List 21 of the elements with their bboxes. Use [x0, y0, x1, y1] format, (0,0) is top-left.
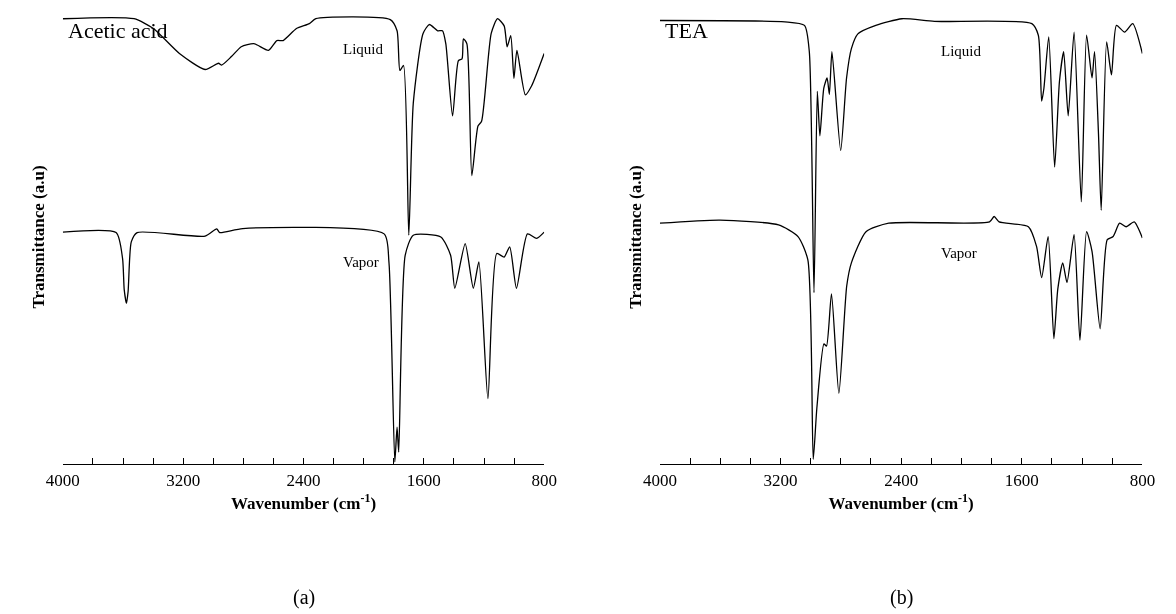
x-tick-label: 3200: [166, 470, 201, 490]
x-tick-label: 4000: [45, 470, 80, 490]
x-tick-label: 800: [1129, 470, 1156, 490]
annotation: TEA: [665, 18, 708, 43]
x-tick-label: 3200: [763, 470, 798, 490]
series-label: Liquid: [941, 43, 982, 59]
text: (b): [890, 586, 914, 609]
y-axis-title: Transmittance (a.u): [625, 165, 645, 309]
y-axis-title: Transmittance (a.u): [28, 165, 48, 309]
series-label: Vapor: [941, 245, 977, 261]
x-tick-label: 1600: [1004, 470, 1039, 490]
x-tick-label: 2400: [286, 470, 321, 490]
x-tick-label: 2400: [884, 470, 919, 490]
x-tick-label: 4000: [642, 470, 677, 490]
text: (a): [293, 586, 316, 609]
x-tick-label: 800: [531, 470, 557, 490]
series-label: Vapor: [343, 254, 379, 270]
x-tick-label: 1600: [406, 470, 441, 490]
x-axis-title: Wavenumber (cm$^{-1}$): [828, 490, 974, 513]
x-axis-title: Wavenumber (cm$^{-1}$): [230, 490, 377, 513]
series-label: Liquid: [343, 41, 384, 57]
